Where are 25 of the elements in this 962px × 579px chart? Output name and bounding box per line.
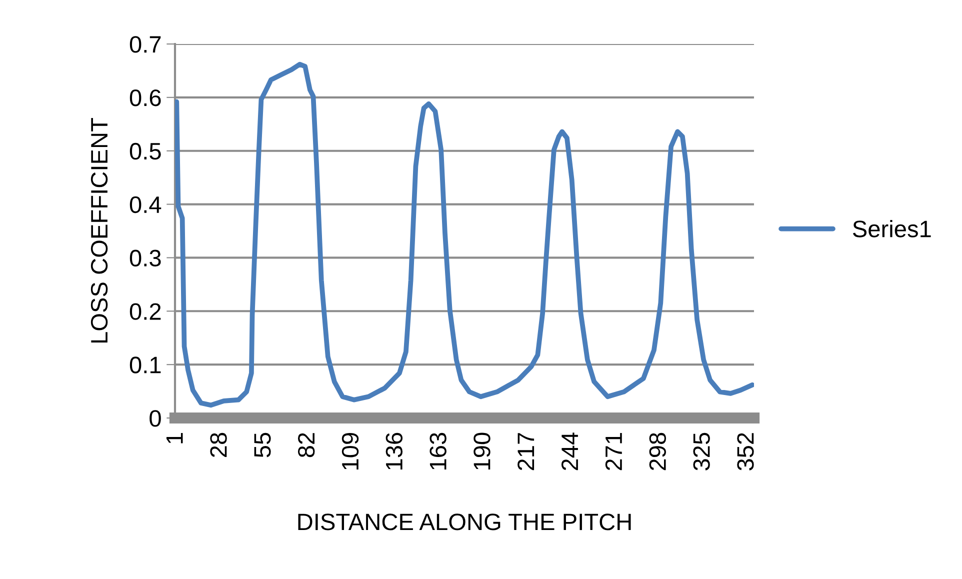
x-tick-label: 55 <box>254 432 271 458</box>
x-tick-label: 217 <box>518 433 534 470</box>
y-tick-label: 0.2 <box>130 303 161 320</box>
y-tick-label: 0.5 <box>130 142 161 160</box>
y-tick-label: 0.6 <box>130 89 161 106</box>
x-tick-label: 190 <box>474 432 490 470</box>
x-tick-label: 298 <box>649 432 666 470</box>
y-tick-label: 0.4 <box>130 196 162 214</box>
x-tick-label: 352 <box>737 433 754 470</box>
y-tick-label: 0 <box>150 410 161 427</box>
x-tick-label: 109 <box>342 433 359 470</box>
x-tick-label: 325 <box>693 432 710 470</box>
x-tick-label: 136 <box>386 432 403 470</box>
y-tick-label: 0.1 <box>130 356 161 374</box>
x-tick-label: 271 <box>605 433 622 470</box>
x-tick-label: 163 <box>430 432 446 470</box>
y-tick-label: 0.7 <box>130 36 161 53</box>
x-tick-label: 82 <box>298 433 315 458</box>
x-axis-title: DISTANCE ALONG THE PITCH <box>298 514 631 530</box>
x-tick-label: 1 <box>166 433 183 444</box>
y-tick-label: 0.3 <box>130 250 161 266</box>
x-tick-label: 28 <box>210 432 227 457</box>
legend-label: Series1 <box>852 220 931 238</box>
x-tick-label: 244 <box>561 432 578 470</box>
y-axis-title: LOSS COEFFICIENT <box>90 118 108 343</box>
